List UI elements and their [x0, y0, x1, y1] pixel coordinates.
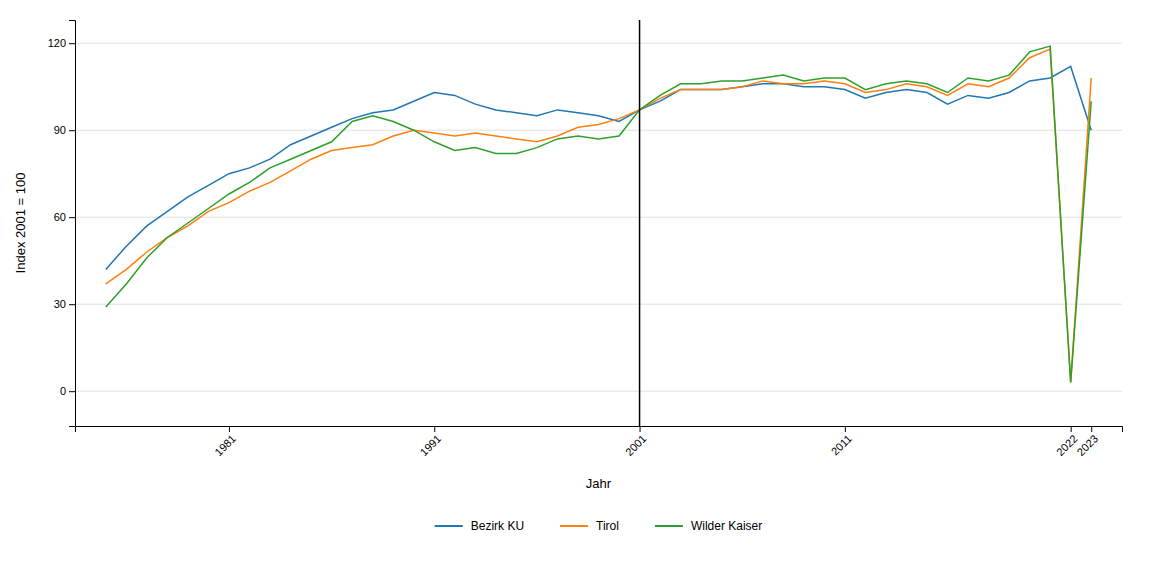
grid-line: [75, 391, 1122, 392]
x-tick-mark: [640, 426, 641, 432]
y-tick-mark: [69, 304, 75, 305]
y-tick-label: 30: [54, 298, 66, 310]
legend-label: Wilder Kaiser: [691, 519, 762, 533]
x-tick: 1981: [212, 426, 238, 458]
x-tick-mark: [1091, 426, 1092, 432]
legend-swatch: [560, 525, 588, 527]
series-line: [106, 46, 1091, 382]
legend-label: Bezirk KU: [471, 519, 524, 533]
x-axis-line: [76, 427, 1123, 433]
x-tick-mark: [1071, 426, 1072, 432]
x-tick-mark: [845, 426, 846, 432]
marks: [106, 20, 1091, 426]
y-axis-title: Index 2001 = 100: [13, 173, 28, 274]
y-tick: 120: [48, 37, 75, 49]
legend-item: Wilder Kaiser: [655, 519, 762, 533]
y-tick: 0: [60, 385, 75, 397]
y-tick-mark: [69, 217, 75, 218]
legend-swatch: [655, 525, 683, 527]
x-tick: 2001: [623, 426, 649, 458]
legend: Bezirk KU Tirol Wilder Kaiser: [435, 519, 763, 533]
y-tick-label: 60: [54, 211, 66, 223]
x-tick-label: 2023: [1074, 432, 1100, 458]
grid-line: [75, 304, 1122, 305]
x-tick-mark: [434, 426, 435, 432]
grid-line: [75, 43, 1122, 44]
y-tick-label: 90: [54, 124, 66, 136]
x-axis: 1981 1991 2001 2011 20222023: [76, 426, 1123, 458]
x-axis-title: Jahr: [586, 476, 612, 491]
y-tick: 30: [54, 298, 75, 310]
grid-line: [75, 130, 1122, 131]
grid: [75, 43, 1122, 391]
y-axis: 0 30 60 90 120: [48, 21, 76, 427]
y-tick-label: 120: [48, 37, 66, 49]
legend-item: Bezirk KU: [435, 519, 524, 533]
y-tick-mark: [69, 43, 75, 44]
x-tick-label: 1991: [418, 432, 444, 458]
series-line: [106, 49, 1091, 383]
y-tick-mark: [69, 391, 75, 392]
chart: 1981 1991 2001 2011 20222023 0 30 60 90 120 Jahr In…: [0, 0, 1152, 576]
x-tick: 2011: [829, 426, 854, 458]
grid-line: [75, 217, 1122, 218]
x-tick: 2022: [1054, 426, 1080, 458]
y-axis-line: [69, 21, 76, 427]
y-tick: 90: [54, 124, 75, 136]
x-tick: 1991: [418, 426, 444, 458]
y-tick: 60: [54, 211, 75, 223]
legend-swatch: [435, 525, 463, 527]
y-tick-label: 0: [60, 385, 66, 397]
legend-item: Tirol: [560, 519, 619, 533]
reference-line: [639, 20, 641, 426]
x-tick-label: 2022: [1054, 432, 1080, 458]
series-line: [106, 66, 1091, 269]
legend-label: Tirol: [596, 519, 619, 533]
x-tick: 2023: [1074, 426, 1100, 458]
y-tick-mark: [69, 130, 75, 131]
x-tick-label: 2001: [623, 432, 649, 458]
x-tick-mark: [229, 426, 230, 432]
plot: 1981 1991 2001 2011 20222023 0 30 60 90 120 Jahr In…: [13, 20, 1123, 491]
x-tick-label: 1981: [212, 432, 238, 458]
x-tick-label: 2011: [829, 432, 854, 457]
